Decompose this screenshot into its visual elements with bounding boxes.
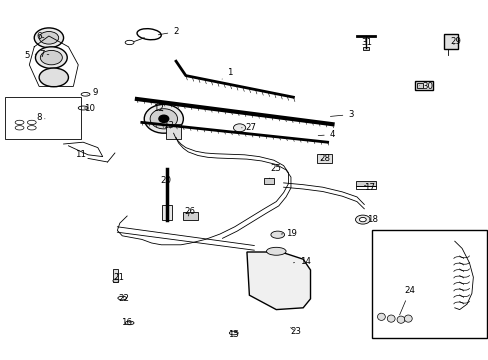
Text: 21: 21 bbox=[113, 274, 124, 282]
Ellipse shape bbox=[34, 28, 63, 48]
Text: 17: 17 bbox=[363, 183, 374, 192]
Text: 16: 16 bbox=[121, 318, 131, 327]
Ellipse shape bbox=[377, 313, 385, 320]
Text: 14: 14 bbox=[293, 256, 310, 266]
Bar bbox=[416, 83, 422, 88]
Bar bbox=[443, 34, 457, 49]
Bar bbox=[355, 181, 375, 186]
Text: 31: 31 bbox=[361, 38, 371, 47]
Bar bbox=[362, 47, 368, 50]
Bar bbox=[166, 124, 181, 139]
Text: 30: 30 bbox=[419, 82, 432, 91]
Text: 13: 13 bbox=[163, 121, 174, 130]
Text: 18: 18 bbox=[366, 215, 377, 224]
Circle shape bbox=[159, 115, 168, 122]
Ellipse shape bbox=[355, 215, 369, 224]
Text: 8: 8 bbox=[36, 113, 45, 122]
Bar bbox=[371, 230, 486, 338]
Bar bbox=[183, 212, 198, 220]
Text: 19: 19 bbox=[281, 229, 296, 238]
Text: 15: 15 bbox=[228, 330, 239, 338]
Text: 26: 26 bbox=[184, 207, 195, 216]
Bar bbox=[5, 97, 81, 139]
Text: 20: 20 bbox=[161, 176, 171, 185]
Bar bbox=[162, 205, 172, 220]
Bar bbox=[355, 186, 375, 189]
Text: 6: 6 bbox=[36, 32, 44, 41]
Text: 4: 4 bbox=[318, 130, 335, 139]
Text: 22: 22 bbox=[118, 294, 129, 302]
Ellipse shape bbox=[386, 315, 394, 322]
Text: 1: 1 bbox=[222, 68, 232, 79]
Ellipse shape bbox=[396, 316, 404, 323]
Text: 3: 3 bbox=[330, 110, 353, 119]
Ellipse shape bbox=[233, 124, 245, 132]
Text: 7: 7 bbox=[39, 50, 49, 59]
Text: 12: 12 bbox=[153, 104, 164, 113]
Ellipse shape bbox=[270, 231, 284, 238]
Text: 28: 28 bbox=[319, 154, 330, 163]
Text: 29: 29 bbox=[449, 37, 460, 46]
Bar bbox=[113, 269, 118, 282]
Text: 11: 11 bbox=[75, 150, 86, 159]
Text: 24: 24 bbox=[399, 287, 414, 315]
Text: 25: 25 bbox=[269, 164, 281, 179]
Text: 2: 2 bbox=[158, 27, 179, 36]
Circle shape bbox=[150, 109, 177, 129]
Ellipse shape bbox=[113, 279, 119, 283]
Text: 23: 23 bbox=[290, 328, 301, 336]
Bar bbox=[264, 178, 273, 184]
Polygon shape bbox=[246, 252, 310, 310]
Bar bbox=[316, 154, 331, 163]
Ellipse shape bbox=[359, 217, 366, 222]
Ellipse shape bbox=[39, 32, 59, 44]
Bar bbox=[414, 81, 432, 90]
Ellipse shape bbox=[35, 47, 67, 68]
Text: 10: 10 bbox=[84, 104, 95, 113]
Ellipse shape bbox=[404, 315, 411, 322]
Ellipse shape bbox=[266, 247, 285, 255]
Circle shape bbox=[144, 104, 183, 133]
Text: 5: 5 bbox=[24, 51, 37, 60]
Text: 9: 9 bbox=[87, 89, 98, 98]
Ellipse shape bbox=[39, 68, 68, 87]
Ellipse shape bbox=[40, 50, 62, 65]
Text: 27: 27 bbox=[241, 123, 255, 132]
